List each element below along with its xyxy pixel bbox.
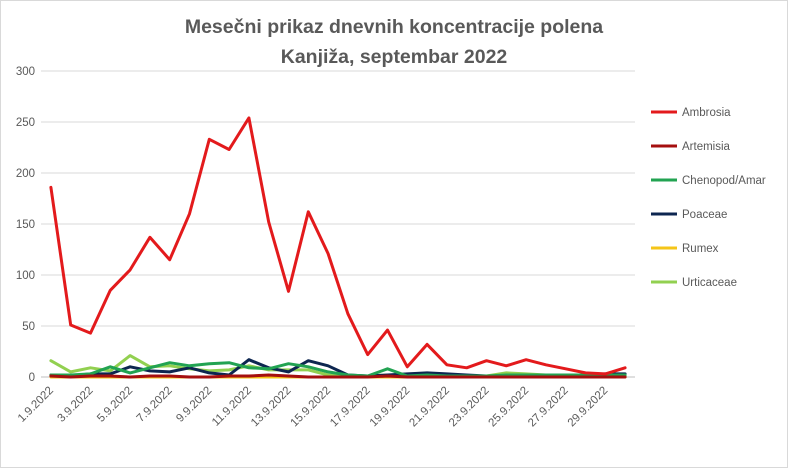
x-tick-label: 15.9.2022 xyxy=(289,385,334,430)
legend-label: Rumex xyxy=(682,243,719,255)
x-tick-label: 17.9.2022 xyxy=(328,385,373,430)
y-tick-label: 300 xyxy=(16,66,35,78)
y-tick-label: 100 xyxy=(16,270,35,282)
x-tick-label: 21.9.2022 xyxy=(407,385,452,430)
x-tick-label: 3.9.2022 xyxy=(55,385,95,425)
chart-title-line-1: Mesečni prikaz dnevnih koncentracije pol… xyxy=(185,16,603,38)
x-tick-label: 27.9.2022 xyxy=(526,385,571,430)
x-tick-label: 13.9.2022 xyxy=(249,385,294,430)
series-line-chenopod-amar xyxy=(49,361,627,378)
legend-label: Ambrosia xyxy=(682,107,731,119)
x-tick-label: 11.9.2022 xyxy=(210,385,254,429)
x-tick-label: 29.9.2022 xyxy=(566,385,611,430)
legend-label: Artemisia xyxy=(682,141,731,153)
series-line-artemisia xyxy=(49,373,627,379)
y-tick-label: 0 xyxy=(29,372,35,384)
chart-title-line-2: Kanjiža, septembar 2022 xyxy=(281,46,508,68)
y-tick-label: 50 xyxy=(22,321,35,333)
series-line-ambrosia xyxy=(49,116,627,376)
y-tick-label: 250 xyxy=(16,117,35,129)
x-tick-label: 5.9.2022 xyxy=(95,385,135,425)
x-tick-label: 19.9.2022 xyxy=(368,385,413,430)
y-tick-label: 150 xyxy=(16,219,35,231)
legend-label: Urticaceae xyxy=(682,277,737,289)
x-tick-label: 7.9.2022 xyxy=(135,385,175,425)
x-tick-label: 1.9.2022 xyxy=(16,385,56,425)
legend-label: Chenopod/Amar xyxy=(682,175,766,187)
x-tick-label: 25.9.2022 xyxy=(487,385,532,430)
x-tick-label: 23.9.2022 xyxy=(447,385,492,430)
x-tick-label: 9.9.2022 xyxy=(174,385,214,425)
y-tick-label: 200 xyxy=(16,168,35,180)
legend-label: Poaceae xyxy=(682,209,727,221)
